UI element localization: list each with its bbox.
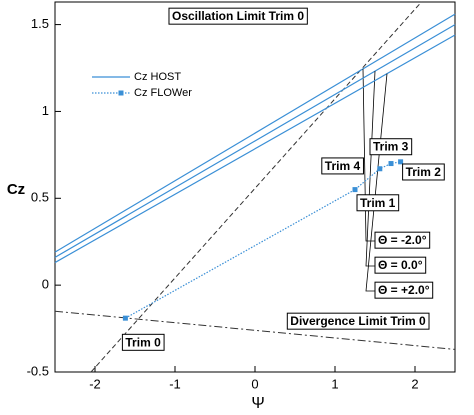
flower-point [388, 161, 394, 167]
host-line [54, 34, 456, 264]
leader-line [365, 71, 376, 267]
trim-label-box [356, 194, 400, 212]
trim-label: Trim 1 [360, 196, 396, 210]
flower-point [352, 187, 358, 193]
trim-label: Trim 4 [325, 159, 361, 173]
reference-label: Oscillation Limit Trim 0 [172, 9, 304, 23]
trim-label: Trim 2 [406, 165, 442, 179]
theta-label-box [374, 281, 434, 299]
reference-label-box [286, 312, 430, 330]
y-axis-label: Cz [7, 181, 25, 198]
theta-label: Θ = +2.0° [378, 283, 430, 297]
theta-label: Θ = 0.0° [378, 258, 423, 272]
trim-label-box [321, 157, 364, 175]
flower-point [122, 315, 128, 321]
x-tick-label: -1 [169, 376, 181, 391]
y-tick-label: 0 [42, 277, 49, 292]
y-tick-label: 0.5 [31, 190, 49, 205]
y-tick-label: 1.5 [31, 16, 49, 31]
flower-point [377, 166, 383, 172]
legend-marker [118, 90, 124, 96]
theta-label-box [374, 231, 431, 249]
trim-label-box [121, 333, 165, 351]
x-tick-label: 2 [411, 376, 418, 391]
trim-label-box [402, 163, 445, 181]
legend-label: Cz HOST [134, 71, 181, 83]
flower-point [398, 159, 404, 165]
reference-line [54, 310, 456, 350]
theta-label-box [374, 256, 427, 274]
flower-line [125, 161, 401, 319]
y-tick-label: -0.5 [27, 363, 49, 378]
reference-label: Divergence Limit Trim 0 [290, 314, 426, 328]
trim-label: Trim 0 [125, 335, 161, 349]
x-tick-label: 1 [331, 376, 338, 391]
leader-line [362, 68, 375, 242]
y-tick-label: 1 [42, 103, 49, 118]
legend-label: Cz FLOWer [134, 87, 192, 99]
x-tick-label: 0 [251, 376, 258, 391]
reference-label-box [168, 7, 308, 25]
host-line [54, 24, 456, 258]
x-tick-label: -2 [89, 376, 101, 391]
x-axis-label: Ψ [251, 395, 264, 412]
trim-label-box [369, 138, 413, 156]
host-line [54, 13, 456, 253]
trim-label: Trim 3 [373, 140, 409, 154]
theta-label: Θ = -2.0° [378, 233, 427, 247]
reference-line [90, 1, 422, 373]
